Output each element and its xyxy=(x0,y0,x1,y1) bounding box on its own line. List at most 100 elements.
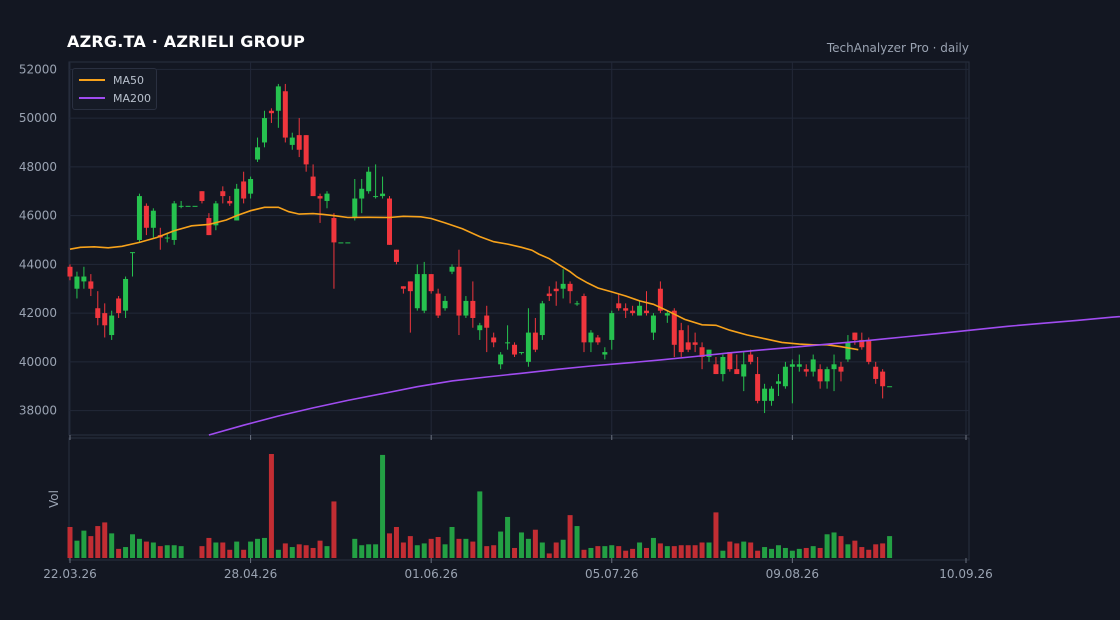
candle-body xyxy=(109,315,115,336)
candle-body xyxy=(67,266,73,277)
volume-bar xyxy=(157,546,163,558)
volume-bar xyxy=(81,530,87,558)
candle-body xyxy=(692,342,698,345)
date-tick-label: 22.03.26 xyxy=(43,567,96,581)
volume-bar xyxy=(706,542,712,558)
candle-body xyxy=(171,203,177,240)
candle-body xyxy=(407,281,413,292)
volume-bar xyxy=(852,540,858,558)
volume-bar xyxy=(310,547,316,558)
candle-body xyxy=(873,366,879,379)
volume-bar xyxy=(123,547,129,558)
candle-body xyxy=(164,237,170,239)
volume-bar xyxy=(887,536,893,558)
candle-body xyxy=(678,330,684,353)
volume-bar xyxy=(393,526,399,558)
candle-body xyxy=(657,288,663,311)
candle-body xyxy=(234,188,240,221)
candle-body xyxy=(393,249,399,262)
volume-bar xyxy=(748,542,754,558)
volume-bar xyxy=(359,545,365,558)
candle-body xyxy=(463,300,469,316)
candle-body xyxy=(95,308,101,318)
candle-body xyxy=(338,242,344,244)
candle-body xyxy=(331,218,337,243)
chart-subtitle: TechAnalyzer Pro · daily xyxy=(826,41,969,55)
candle-body xyxy=(414,274,420,309)
volume-bar xyxy=(567,515,573,558)
candle-body xyxy=(887,386,893,388)
candle-body xyxy=(845,342,851,360)
candle-body xyxy=(227,200,233,204)
candle-body xyxy=(880,371,886,387)
candle-body xyxy=(609,313,615,340)
volume-bar xyxy=(769,548,775,558)
candle-body xyxy=(442,300,448,309)
candle-body xyxy=(178,205,184,207)
candle-body xyxy=(449,266,455,272)
volume-bar xyxy=(637,542,643,558)
candle-body xyxy=(213,203,219,226)
price-tick-label: 46000 xyxy=(19,209,57,223)
price-tick-label: 50000 xyxy=(19,111,57,125)
volume-bar xyxy=(95,526,101,558)
candle-body xyxy=(435,293,441,316)
candle-body xyxy=(859,339,865,348)
candles xyxy=(67,83,893,414)
volume-bar xyxy=(553,542,559,558)
price-tick-label: 42000 xyxy=(19,306,57,320)
ma200-line xyxy=(208,315,1120,436)
candle-body xyxy=(130,252,136,254)
volume-bar xyxy=(428,538,434,558)
candle-body xyxy=(616,303,622,309)
ma50-line xyxy=(69,206,859,351)
candle-body xyxy=(505,342,511,344)
candle-body xyxy=(123,278,129,311)
volume-bar xyxy=(623,550,629,558)
volume-bar xyxy=(671,546,677,558)
volume-bar xyxy=(261,537,267,558)
candle-body xyxy=(428,274,434,292)
volume-bar xyxy=(227,549,233,558)
volume-bar xyxy=(532,529,538,558)
volume-bar xyxy=(143,541,149,558)
candle-body xyxy=(185,205,191,207)
price-tick-label: 52000 xyxy=(19,62,57,76)
volume-bar xyxy=(657,543,663,558)
volume-bar xyxy=(581,549,587,558)
volume-bar xyxy=(282,543,288,558)
price-tick-label: 40000 xyxy=(19,355,57,369)
candle-body xyxy=(720,356,726,375)
candle-body xyxy=(206,218,212,236)
candle-body xyxy=(539,303,545,336)
candle-body xyxy=(248,179,254,194)
volume-bar xyxy=(810,546,816,558)
volume-bar xyxy=(762,547,768,558)
date-tick-label: 05.07.26 xyxy=(585,567,638,581)
volume-bar xyxy=(178,546,184,558)
candle-body xyxy=(324,193,330,201)
volume-bar xyxy=(275,549,281,558)
candle-body xyxy=(192,205,198,207)
volume-bar xyxy=(150,542,156,558)
candle-body xyxy=(261,118,267,143)
candle-body xyxy=(643,310,649,314)
date-tick-label: 28.04.26 xyxy=(224,567,277,581)
candle-body xyxy=(310,176,316,197)
volume-bar xyxy=(109,533,115,558)
candle-body xyxy=(699,347,705,357)
candle-body xyxy=(88,281,94,289)
candle-body xyxy=(650,315,656,333)
volume-bar xyxy=(831,532,837,558)
candle-body xyxy=(588,332,594,343)
candle-body xyxy=(289,137,295,145)
volume-bar xyxy=(352,538,358,558)
volume-bar xyxy=(630,548,636,558)
volume-bar xyxy=(88,536,94,558)
candle-body xyxy=(512,344,518,355)
volume-bar xyxy=(136,538,142,558)
candle-body xyxy=(581,296,587,343)
candle-body xyxy=(782,366,788,387)
volume-bar xyxy=(234,541,240,558)
